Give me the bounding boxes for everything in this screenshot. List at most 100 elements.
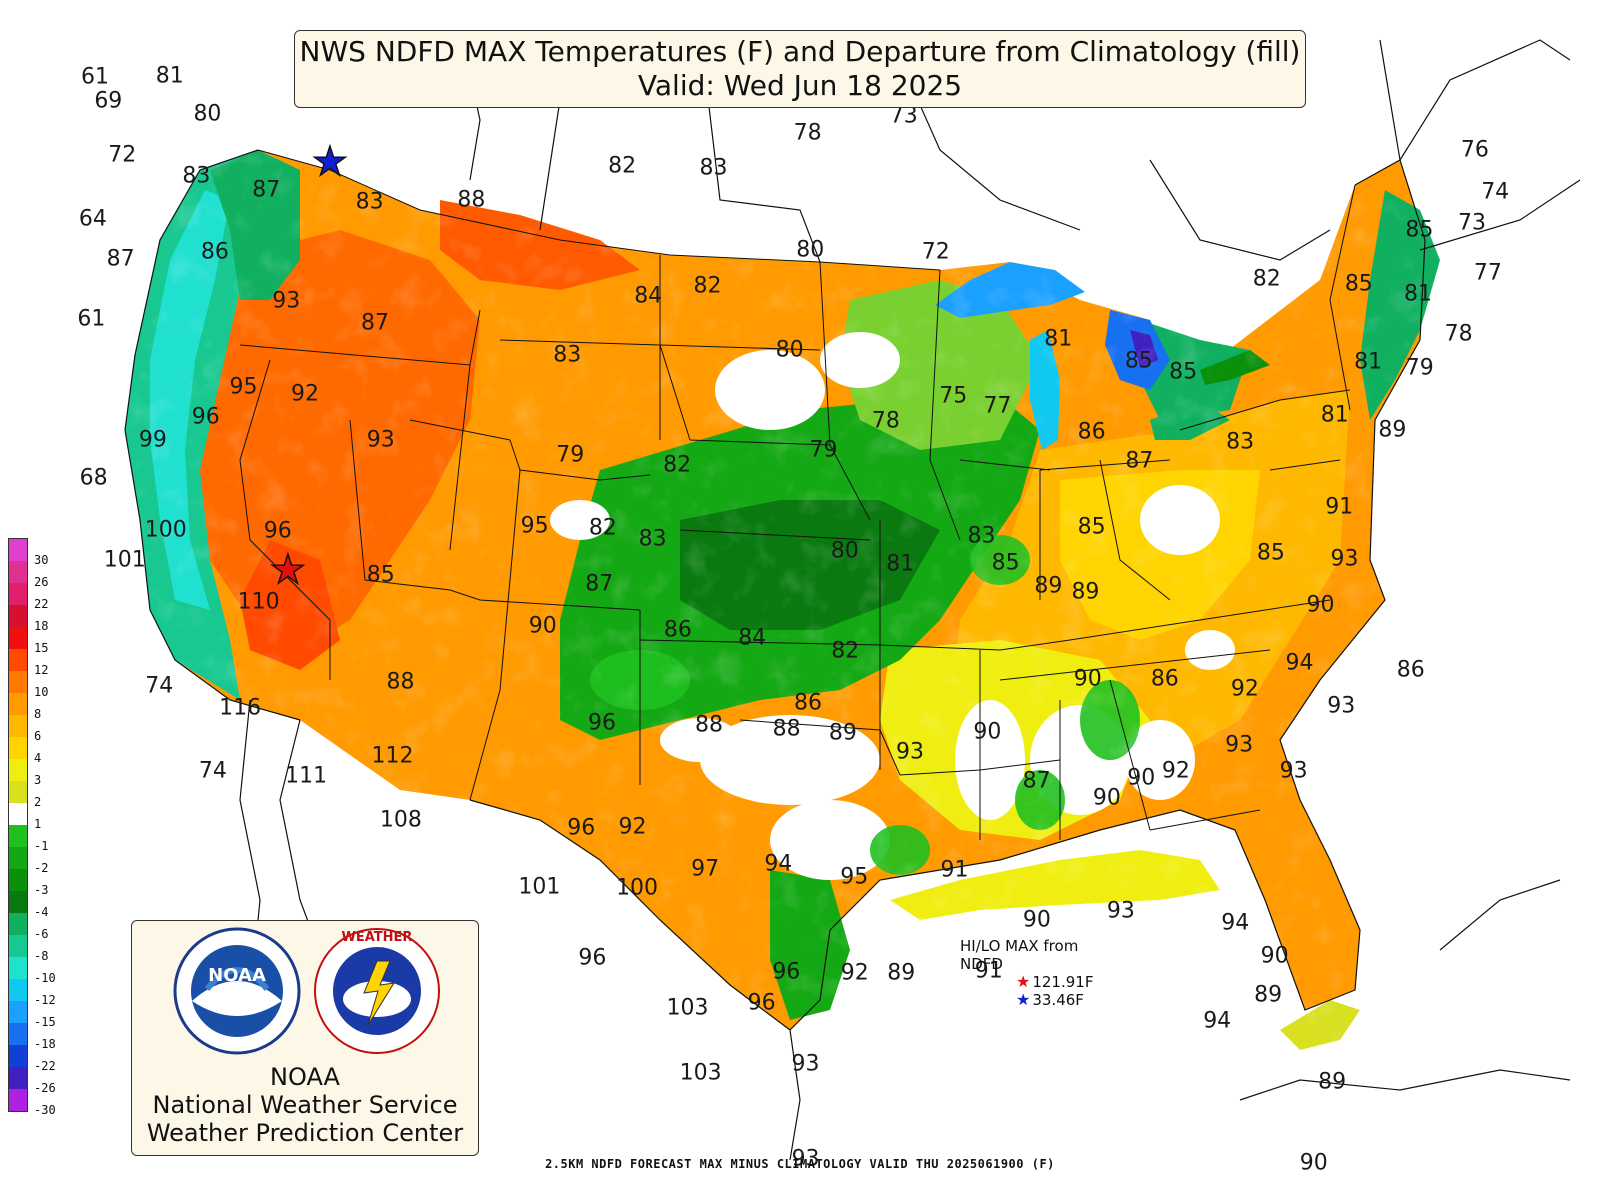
temperature-label: 85	[366, 562, 395, 588]
temperature-label: 75	[939, 383, 968, 409]
temperature-label: 76	[1460, 137, 1489, 163]
temperature-label: 92	[618, 814, 647, 840]
temperature-label: 96	[772, 959, 801, 985]
nws-logo-icon: WEATHER	[314, 928, 440, 1054]
title-box: NWS NDFD MAX Temperatures (F) and Depart…	[294, 30, 1306, 108]
temperature-label: 72	[921, 239, 950, 265]
temperature-label: 74	[198, 758, 227, 784]
temperature-label: 87	[106, 246, 135, 272]
temperature-label: 93	[1279, 758, 1308, 784]
scale-swatch	[9, 1023, 27, 1045]
temperature-label: 93	[895, 739, 924, 765]
temperature-label: 89	[1378, 417, 1407, 443]
temperature-label: 82	[1252, 266, 1281, 292]
temperature-label: 83	[553, 342, 582, 368]
temperature-label: 110	[237, 589, 280, 615]
scale-label: 8	[34, 707, 42, 721]
scale-swatch	[9, 715, 27, 737]
temperature-label: 82	[693, 273, 722, 299]
temperature-label: 116	[219, 695, 262, 721]
temperature-label: 90	[1299, 1150, 1328, 1176]
temperature-label: 97	[691, 856, 720, 882]
org-nws: National Weather Service	[152, 1091, 458, 1119]
temperature-label: 80	[796, 237, 825, 263]
temperature-label: 103	[666, 995, 709, 1021]
scale-label: -30	[34, 1103, 56, 1117]
temperature-label: 92	[1230, 676, 1259, 702]
scale-swatch	[9, 979, 27, 1001]
scale-swatch	[9, 605, 27, 627]
temperature-label: 90	[528, 613, 557, 639]
temperature-label: 80	[775, 337, 804, 363]
scale-label: -8	[34, 949, 49, 963]
noaa-logo-icon: NOAA	[173, 927, 301, 1055]
color-scale-bar	[8, 538, 28, 1112]
scale-swatch	[9, 847, 27, 869]
scale-label: 10	[34, 685, 49, 699]
temperature-label: 85	[1077, 514, 1106, 540]
lo-value: 33.46F	[1032, 991, 1084, 1009]
temperature-label: 83	[699, 155, 728, 181]
temperature-label: 87	[1022, 768, 1051, 794]
temperature-label: 96	[578, 945, 607, 971]
temperature-label: 99	[138, 427, 167, 453]
scale-swatch	[9, 759, 27, 781]
temperature-label: 87	[360, 310, 389, 336]
temperature-label: 100	[144, 517, 187, 543]
temperature-label: 93	[791, 1051, 820, 1077]
temperature-label: 81	[155, 63, 184, 89]
temperature-label: 90	[1022, 907, 1051, 933]
temperature-label: 87	[1125, 448, 1154, 474]
valid-date: Valid: Wed Jun 18 2025	[637, 69, 963, 102]
scale-swatch	[9, 825, 27, 847]
temperature-label: 77	[1473, 260, 1502, 286]
temperature-label: 73	[889, 103, 918, 129]
temperature-label: 92	[1161, 758, 1190, 784]
temperature-label: 112	[371, 743, 414, 769]
scale-label: -12	[34, 993, 56, 1007]
temperature-label: 101	[103, 547, 146, 573]
hi-max-star: ★	[269, 547, 306, 593]
temperature-label: 85	[1124, 348, 1153, 374]
scale-label: -4	[34, 905, 49, 919]
logos: NOAA WEATHER	[173, 927, 440, 1055]
temperature-label: 95	[229, 374, 258, 400]
temperature-label: 93	[272, 288, 301, 314]
temperature-label: 80	[830, 538, 859, 564]
temperature-label: 89	[1254, 982, 1283, 1008]
scale-label: -1	[34, 839, 49, 853]
temperature-label: 83	[182, 163, 211, 189]
scale-label: 6	[34, 729, 42, 743]
temperature-label: 72	[108, 142, 137, 168]
temperature-label: 83	[1226, 429, 1255, 455]
temperature-label: 93	[1225, 732, 1254, 758]
scale-label: 1	[34, 817, 42, 831]
temperature-label: 93	[791, 1146, 820, 1172]
temperature-label: 84	[738, 625, 767, 651]
temperature-label: 91	[940, 857, 969, 883]
temperature-label: 91	[1325, 494, 1354, 520]
temperature-label: 86	[1396, 657, 1425, 683]
scale-label: -6	[34, 927, 49, 941]
temperature-label: 88	[386, 669, 415, 695]
temperature-label: 79	[809, 437, 838, 463]
temperature-label: 85	[1256, 540, 1285, 566]
temperature-label: 82	[588, 515, 617, 541]
temperature-label: 81	[1354, 349, 1383, 375]
scale-swatch	[9, 583, 27, 605]
temperature-label: 108	[379, 807, 422, 833]
temperature-label: 96	[191, 404, 220, 430]
scale-swatch	[9, 913, 27, 935]
lo-star-icon: ★	[1016, 990, 1031, 1009]
temperature-label: 85	[1169, 359, 1198, 385]
scale-swatch	[9, 1001, 27, 1023]
scale-swatch	[9, 869, 27, 891]
scale-label: 12	[34, 663, 49, 677]
temperature-label: 89	[1318, 1069, 1347, 1095]
temperature-label: 84	[634, 283, 663, 309]
temperature-label: 89	[1071, 579, 1100, 605]
scale-swatch	[9, 539, 27, 561]
temperature-label: 79	[556, 442, 585, 468]
scale-label: 3	[34, 773, 42, 787]
scale-swatch	[9, 1067, 27, 1089]
